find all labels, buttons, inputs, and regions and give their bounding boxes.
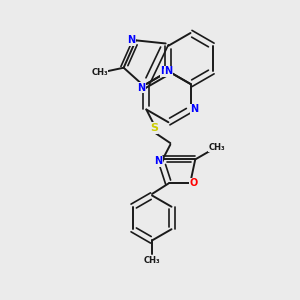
- Text: N: N: [127, 35, 135, 45]
- Text: N: N: [154, 156, 162, 167]
- Text: S: S: [150, 123, 158, 133]
- Text: N: N: [164, 66, 172, 76]
- Text: N: N: [190, 104, 199, 115]
- Text: CH₃: CH₃: [91, 68, 108, 77]
- Text: CH₃: CH₃: [208, 142, 225, 152]
- Text: CH₃: CH₃: [144, 256, 160, 266]
- Text: N: N: [160, 66, 169, 76]
- Text: N: N: [137, 83, 146, 93]
- Text: O: O: [190, 178, 198, 188]
